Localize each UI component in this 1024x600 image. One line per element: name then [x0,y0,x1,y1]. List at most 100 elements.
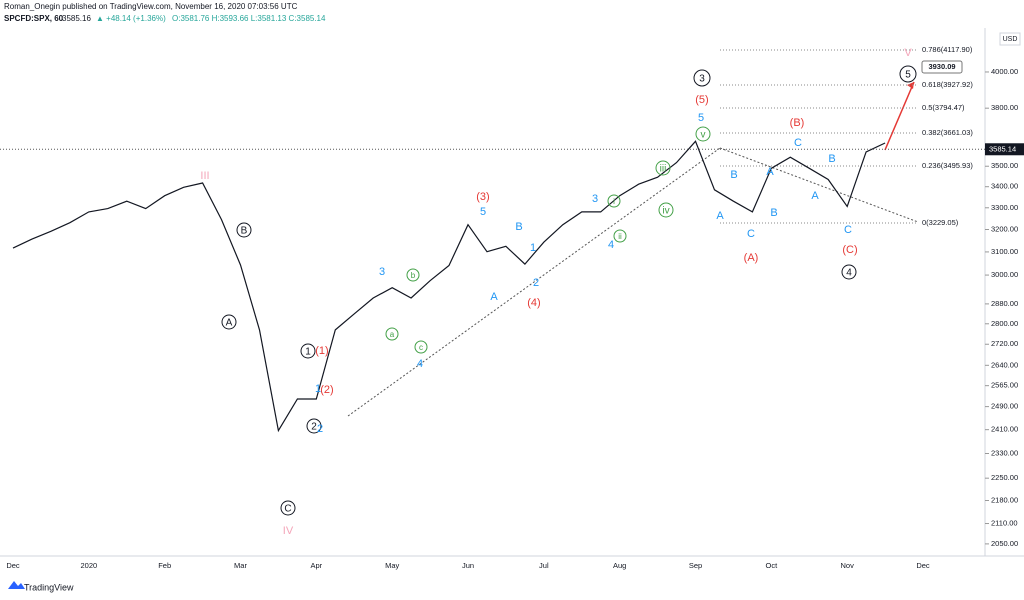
wave-label: (4) [527,297,540,309]
wave-circle [280,500,296,516]
x-tick-label: Nov [840,561,854,570]
wave-label: C [284,504,291,515]
fib-label: 0.786(4117.90) [922,45,973,54]
wave-label: iii [660,164,667,175]
footer: TradingView [24,582,74,592]
wave-circle [841,264,857,280]
trendline [719,147,919,223]
x-tick-label: Sep [689,561,702,570]
currency: USD [1003,36,1018,43]
x-tick-label: Jul [539,561,549,570]
wave-circle [607,194,621,208]
y-tick-label: 3200.00 [991,224,1018,233]
currency-box [999,32,1021,46]
wave-label: A [490,291,498,303]
wave-label: v [701,130,706,141]
last-price-label: 3585.14 [989,144,1016,153]
wave-circle [658,202,674,218]
target-label: 3930.09 [928,62,955,71]
wave-circle [221,314,237,330]
price-line [12,140,886,433]
y-tick-label: 2800.00 [991,319,1018,328]
wave-label: (2) [320,384,333,396]
y-tick-label: 3000.00 [991,270,1018,279]
wave-circle [695,126,711,142]
fib-label: 0.5(3794.47) [922,103,965,112]
wave-label: (5) [695,94,708,106]
x-tick-label: 2020 [80,561,97,570]
wave-label: (1) [315,345,328,357]
wave-circle [613,229,627,243]
wave-label: A [716,210,724,222]
x-tick-label: Oct [765,561,778,570]
x-tick-label: Feb [158,561,171,570]
wave-label: B [730,169,737,181]
y-tick-label: 3800.00 [991,103,1018,112]
x-tick-label: Dec [916,561,930,570]
wave-label: i [613,197,615,206]
wave-label: B [515,221,522,233]
x-tick-label: Dec [6,561,20,570]
wave-label: 3 [699,74,705,85]
wave-label: C [747,228,755,240]
x-tick-label: Aug [613,561,626,570]
wave-label: 2 [533,277,539,289]
logo [8,581,25,589]
wave-label: B [828,153,835,165]
wave-label: c [419,343,423,352]
y-tick-label: 2720.00 [991,339,1018,348]
trendline [347,147,721,417]
wave-label: 3 [379,266,385,278]
y-tick-label: 3500.00 [991,161,1018,170]
x-tick-label: Mar [234,561,247,570]
wave-circle [414,340,428,354]
wave-circle [300,343,316,359]
wave-label: V [904,47,912,59]
wave-circle [306,418,322,434]
wave-label: 3 [592,193,598,205]
fib-label: 0(3229.05) [922,218,959,227]
wave-label: C [794,137,802,149]
y-tick-label: 3400.00 [991,182,1018,191]
price: 3585.16 [62,14,91,23]
wave-label: 4 [846,268,852,279]
arrow [884,81,915,151]
fib-label: 0.382(3661.03) [922,128,973,137]
y-tick-label: 4000.00 [991,67,1018,76]
y-tick-label: 2880.00 [991,299,1018,308]
wave-circle [385,327,399,341]
wave-label: B [770,207,777,219]
fib-label: 0.236(3495.93) [922,161,973,170]
y-tick-label: 2050.00 [991,539,1018,548]
wave-label: iv [662,206,669,217]
y-tick-label: 2640.00 [991,360,1018,369]
wave-label: 1 [305,347,311,358]
wave-label: a [390,330,395,339]
wave-circle [236,222,252,238]
wave-label: C [844,224,852,236]
fib-label: 0.618(3927.92) [922,80,973,89]
last-price-box [985,143,1024,156]
wave-label: A [226,318,233,329]
y-tick-label: 2110.00 [991,519,1018,528]
wave-label: A [811,190,819,202]
wave-label: 2 [317,423,323,435]
publisher: Roman_Onegin published on TradingView.co… [4,2,298,11]
wave-label: b [411,271,416,280]
y-tick-label: 3100.00 [991,247,1018,256]
wave-label: 4 [608,239,614,251]
target-box [921,60,963,74]
ohlc: O:3581.76 H:3593.66 L:3581.13 C:3585.14 [172,14,326,23]
y-tick-label: 2490.00 [991,402,1018,411]
wave-label: (3) [476,191,489,203]
wave-label: III [200,170,209,182]
arrow-head [907,82,914,89]
y-tick-label: 2330.00 [991,448,1018,457]
wave-label: IV [283,525,294,537]
symbol: SPCFD:SPX, 60 [4,14,64,23]
wave-label: 1 [530,242,536,254]
wave-label: 2 [311,422,317,433]
wave-label: (B) [790,117,805,129]
wave-label: 5 [480,206,486,218]
